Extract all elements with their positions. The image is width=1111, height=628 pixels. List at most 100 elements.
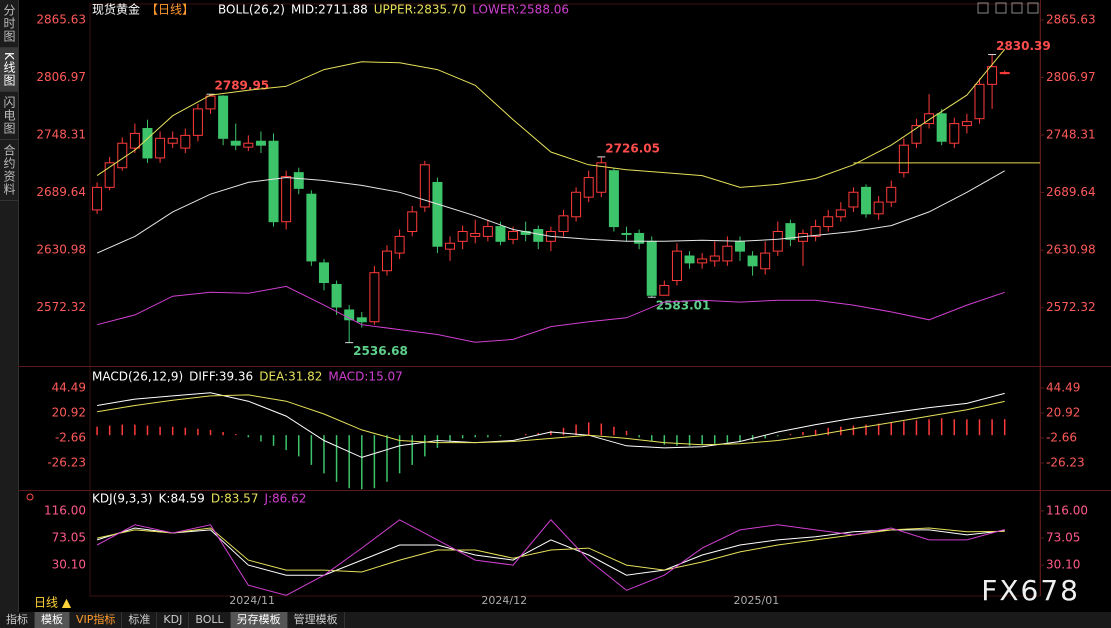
indicator-line	[96, 285, 1005, 343]
icon[interactable]	[995, 2, 1007, 14]
y-tick-label: 2748.31	[1046, 128, 1096, 142]
candle-body	[142, 127, 153, 159]
candle-body	[873, 201, 884, 215]
candle-body	[936, 113, 947, 142]
y-tick-label: -26.23	[47, 455, 86, 469]
side-tab[interactable]: 闪电图	[0, 92, 18, 140]
y-tick-label: 20.92	[52, 405, 86, 419]
legend-label: UPPER:2835.70	[374, 3, 466, 17]
icon[interactable]	[977, 2, 989, 14]
candle-body	[533, 229, 544, 242]
y-tick-label: 2865.63	[1046, 12, 1096, 26]
candle-body	[621, 232, 632, 235]
candle-body	[646, 240, 657, 296]
legend-label: K:84.59	[159, 492, 205, 506]
pane-icon[interactable]	[26, 493, 34, 501]
y-tick-label: 30.10	[1046, 558, 1080, 572]
legend-label: BOLL(26,2)	[218, 3, 285, 17]
candle-body	[394, 235, 405, 254]
toolbar-tab[interactable]: KDJ	[157, 612, 190, 628]
toolbar-tab[interactable]: VIP指标	[70, 612, 123, 628]
candle-body	[671, 250, 682, 282]
legend-label: DIFF:39.36	[189, 370, 253, 384]
plot-frame	[89, 3, 1041, 597]
sidebar: 分时图 K线图 闪电图 合约资料	[0, 0, 19, 612]
y-tick-label: 2748.31	[36, 128, 86, 142]
icon[interactable]	[1027, 2, 1039, 14]
x-tick-label: 2024/12	[481, 594, 527, 607]
candle-body	[634, 232, 645, 244]
y-tick-label: 2865.63	[36, 12, 86, 26]
toolbar-tab[interactable]: 标准	[122, 612, 158, 628]
period-label[interactable]: 日线 ▲	[34, 596, 72, 610]
candle-body	[911, 125, 922, 144]
annotation: 2830.39	[996, 39, 1051, 53]
candle-body	[293, 172, 304, 189]
side-tab[interactable]: 合约资料	[0, 140, 18, 201]
toolbar-tab[interactable]: BOLL	[189, 612, 231, 628]
candle-body	[230, 140, 241, 146]
legend-label: 现货黄金	[92, 2, 140, 17]
y-tick-label: 116.00	[44, 504, 86, 518]
candle-body	[356, 317, 367, 323]
legend-label: LOWER:2588.06	[472, 3, 569, 17]
chart: 日线 ▲ FX678 2572.32 2572.32 2630.98 2630.98 2…	[18, 0, 1111, 610]
legend-label: D:83.57	[211, 492, 259, 506]
candle-body	[961, 121, 972, 127]
candle-body	[218, 95, 229, 139]
legend-label: DEA:31.82	[259, 370, 322, 384]
side-tab[interactable]: K线图	[0, 48, 18, 92]
candle-body	[823, 216, 834, 228]
y-tick-label: 2806.97	[36, 70, 86, 84]
candle-body	[205, 95, 216, 110]
annotation: 2726.05	[605, 141, 660, 155]
candle-body	[583, 177, 594, 198]
y-tick-label: 73.05	[52, 531, 86, 545]
candle-body	[255, 140, 266, 146]
candle-body	[747, 255, 758, 267]
side-tab[interactable]: 分时图	[0, 0, 18, 48]
toolbar: 指标 模板 VIP指标 标准 KDJ BOLL 另存模板 管理模板	[0, 612, 1111, 628]
y-tick-label: 2689.64	[1046, 185, 1096, 199]
candle-body	[886, 186, 897, 203]
y-tick-label: 30.10	[52, 558, 86, 572]
candle-body	[722, 245, 733, 262]
toolbar-tab[interactable]: 管理模板	[288, 612, 345, 628]
x-tick-label: 2025/01	[734, 594, 780, 607]
candle-body	[810, 226, 821, 237]
y-tick-label: 116.00	[1046, 504, 1088, 518]
toolbar-tab[interactable]: 指标	[0, 612, 35, 628]
candle-body	[243, 142, 254, 148]
watermark: FX678	[981, 574, 1080, 607]
candle-body	[608, 170, 619, 228]
candle-body	[571, 191, 582, 218]
indicator-line	[96, 527, 1005, 573]
candle-body	[167, 137, 178, 144]
candle-body	[596, 162, 607, 193]
candle-body	[382, 250, 393, 272]
y-tick-label: 2572.32	[1046, 300, 1096, 314]
candle-body	[848, 191, 859, 208]
candle-body	[898, 144, 909, 174]
candle-body	[495, 226, 506, 242]
legend-label: MACD:15.07	[328, 370, 402, 384]
toolbar-tab[interactable]: 模板	[35, 612, 70, 628]
candle-body	[407, 211, 418, 232]
y-tick-label: 2630.98	[36, 243, 86, 257]
candle-body	[999, 72, 1010, 75]
y-tick-label: 73.05	[1046, 531, 1080, 545]
toolbar-tab[interactable]: 另存模板	[230, 612, 288, 628]
legend-label: KDJ(9,3,3)	[92, 492, 153, 506]
candle-body	[734, 240, 745, 252]
icon[interactable]	[1011, 2, 1023, 14]
candle-body	[180, 134, 191, 149]
annotation: 2536.68	[353, 344, 408, 358]
candle-body	[684, 255, 695, 264]
candle-body	[104, 162, 115, 188]
candle-body	[974, 83, 985, 120]
candle-body	[659, 284, 670, 296]
candle-body	[445, 242, 456, 250]
indicator-line	[97, 394, 1005, 446]
candle-body	[697, 258, 708, 264]
y-tick-label: 20.92	[1046, 405, 1080, 419]
